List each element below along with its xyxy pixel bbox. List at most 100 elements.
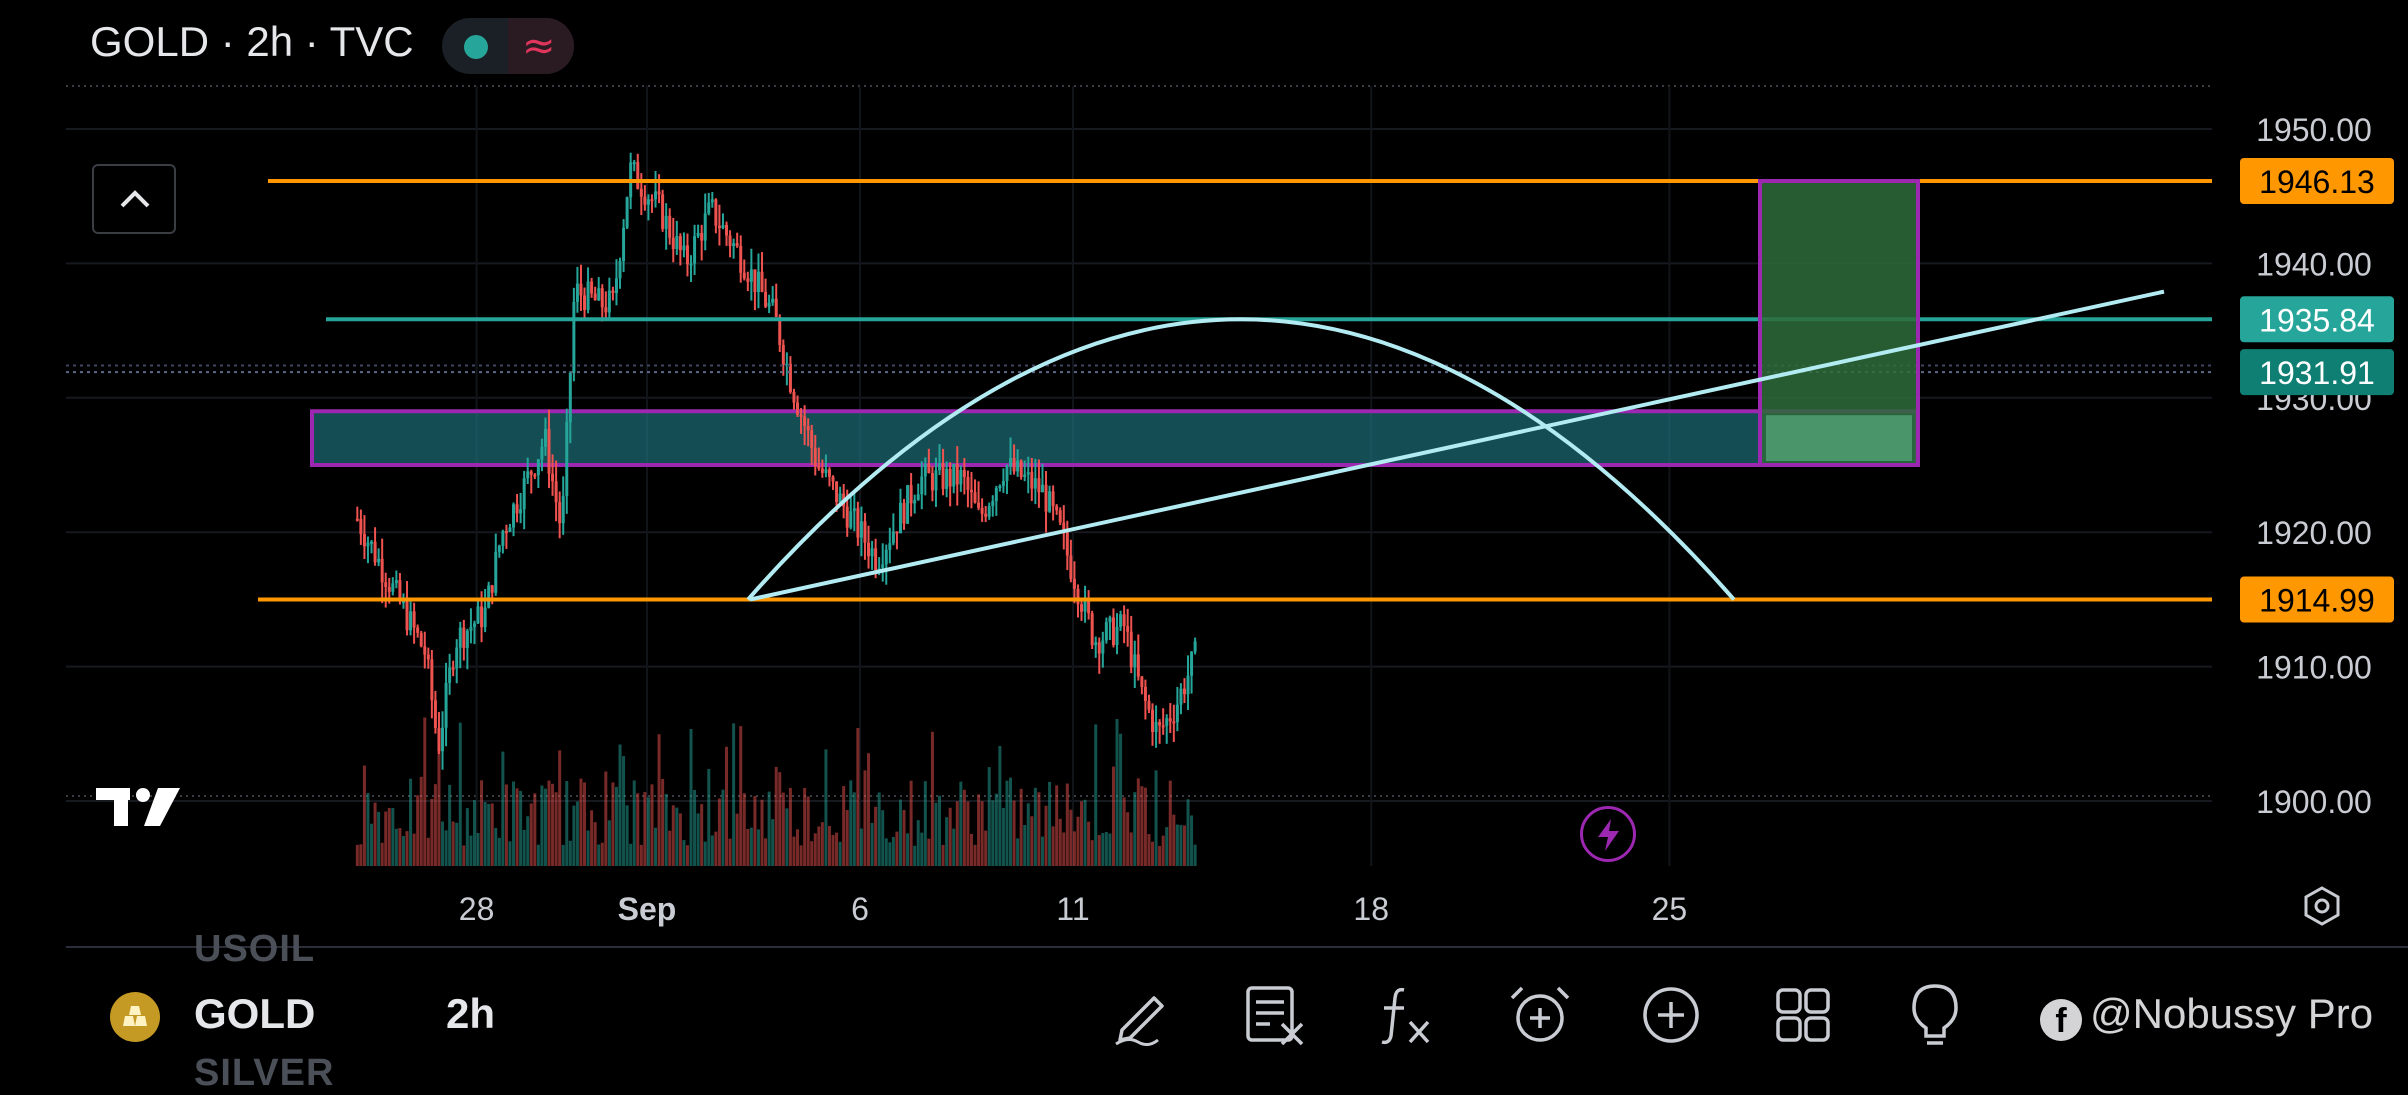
volume-bar	[476, 832, 480, 866]
add-button[interactable]	[1636, 980, 1706, 1050]
volume-bar	[753, 796, 757, 866]
indicators-button[interactable]	[1372, 980, 1442, 1050]
time-tick-label: 18	[1353, 891, 1389, 927]
volume-bar	[469, 835, 473, 866]
candle-body	[781, 344, 785, 366]
volume-bar	[1161, 835, 1165, 866]
volume-bar	[1072, 831, 1076, 866]
candle-body	[501, 531, 505, 546]
candle-body	[930, 473, 934, 491]
symbol-name[interactable]: GOLD	[194, 990, 316, 1037]
volume-bar	[583, 782, 587, 866]
candle-body	[785, 363, 789, 366]
volume-bar	[877, 792, 881, 866]
candle-body	[1140, 676, 1144, 687]
candle-body	[625, 197, 629, 228]
volume-bar	[401, 836, 405, 866]
volume-bar	[540, 785, 544, 866]
candle-body	[959, 470, 963, 485]
volume-bar	[519, 790, 523, 866]
chip-right-half	[508, 18, 574, 74]
candle-body	[565, 422, 569, 497]
candle-body	[579, 283, 583, 296]
price-badge-label: 1914.99	[2259, 583, 2375, 619]
candle-body	[788, 363, 792, 393]
volume-bar	[682, 840, 686, 866]
time-axis[interactable]: 28 Sep 6 11 18 25	[459, 891, 1687, 927]
alert-button[interactable]	[1504, 980, 1574, 1050]
volume-bar	[1026, 803, 1030, 866]
candle-body	[980, 507, 984, 514]
candle-body	[870, 548, 874, 557]
candle-body	[1122, 614, 1126, 626]
volume-bar	[554, 792, 558, 866]
candle-body	[419, 632, 423, 647]
grid-icon	[1776, 988, 1830, 1042]
market-status-chip[interactable]: ≈	[442, 18, 574, 74]
candle-body	[1080, 604, 1084, 612]
candle-body	[717, 225, 721, 229]
chart-title[interactable]: GOLD · 2h · TVC	[90, 18, 414, 65]
volume-bar	[1126, 812, 1130, 866]
candle-body	[827, 469, 831, 477]
volume-bar	[1048, 781, 1052, 866]
candle-body	[678, 236, 682, 251]
candle-body	[465, 630, 469, 648]
support-resistance-zone[interactable]	[310, 409, 1919, 467]
draw-tool-button[interactable]	[1108, 980, 1178, 1050]
volume-bar	[355, 844, 359, 866]
price-axis[interactable]: 1950.001940.001930.001920.001910.001900.…	[2240, 112, 2394, 820]
prev-symbol-ghost[interactable]: USOIL	[194, 928, 316, 970]
volume-bar	[572, 805, 576, 866]
candle-body	[806, 425, 810, 431]
ideas-button[interactable]	[1900, 980, 1970, 1050]
chart-drawings[interactable]	[66, 179, 2212, 602]
timeframe-selector[interactable]: 2h	[446, 990, 496, 1037]
layouts-button[interactable]	[1768, 980, 1838, 1050]
candle-body	[973, 492, 977, 503]
volume-bar	[678, 813, 682, 866]
candle-body	[547, 428, 551, 474]
candle-body	[884, 549, 888, 565]
volume-bar	[462, 845, 466, 866]
candle-body	[646, 199, 650, 205]
volume-bar	[1062, 832, 1066, 866]
time-tick-label: 25	[1652, 891, 1688, 927]
remove-drawings-button[interactable]	[1240, 980, 1310, 1050]
candle-body	[1193, 641, 1197, 652]
candle-body	[685, 245, 689, 265]
collapse-toolbar-button[interactable]	[92, 164, 176, 234]
candle-body	[1179, 688, 1183, 705]
next-symbol-ghost[interactable]: SILVER	[194, 1052, 335, 1094]
candle-body	[526, 471, 530, 479]
volume-bar	[859, 828, 863, 866]
candle-body	[522, 478, 526, 510]
candle-body	[1069, 555, 1073, 579]
price-badge	[2240, 349, 2394, 396]
volume-bar	[370, 823, 374, 866]
candle-body	[433, 700, 437, 728]
volume-bar	[1033, 787, 1037, 866]
candle-body	[1111, 617, 1115, 645]
candle-body	[611, 290, 615, 294]
candle-body	[817, 466, 821, 469]
volume-bar	[412, 833, 416, 866]
volume-bar	[700, 804, 704, 866]
price-badge-label: 1935.84	[2259, 302, 2375, 338]
volume-bar	[1030, 816, 1034, 866]
volume-bar	[533, 793, 537, 866]
candle-body	[536, 459, 540, 476]
volume-bar	[930, 731, 934, 866]
bottom-bar-divider	[66, 946, 2408, 948]
quick-trade-button[interactable]	[1580, 806, 1636, 862]
volume-bar	[1140, 786, 1144, 866]
candle-body	[362, 534, 366, 547]
volume-bar	[959, 781, 963, 866]
candle-body	[859, 521, 863, 538]
volume-bar	[423, 717, 427, 866]
chart-settings-button[interactable]	[2300, 884, 2344, 933]
candle-body	[1083, 597, 1087, 612]
volume-bar	[838, 841, 842, 866]
candle-body	[1182, 688, 1186, 695]
